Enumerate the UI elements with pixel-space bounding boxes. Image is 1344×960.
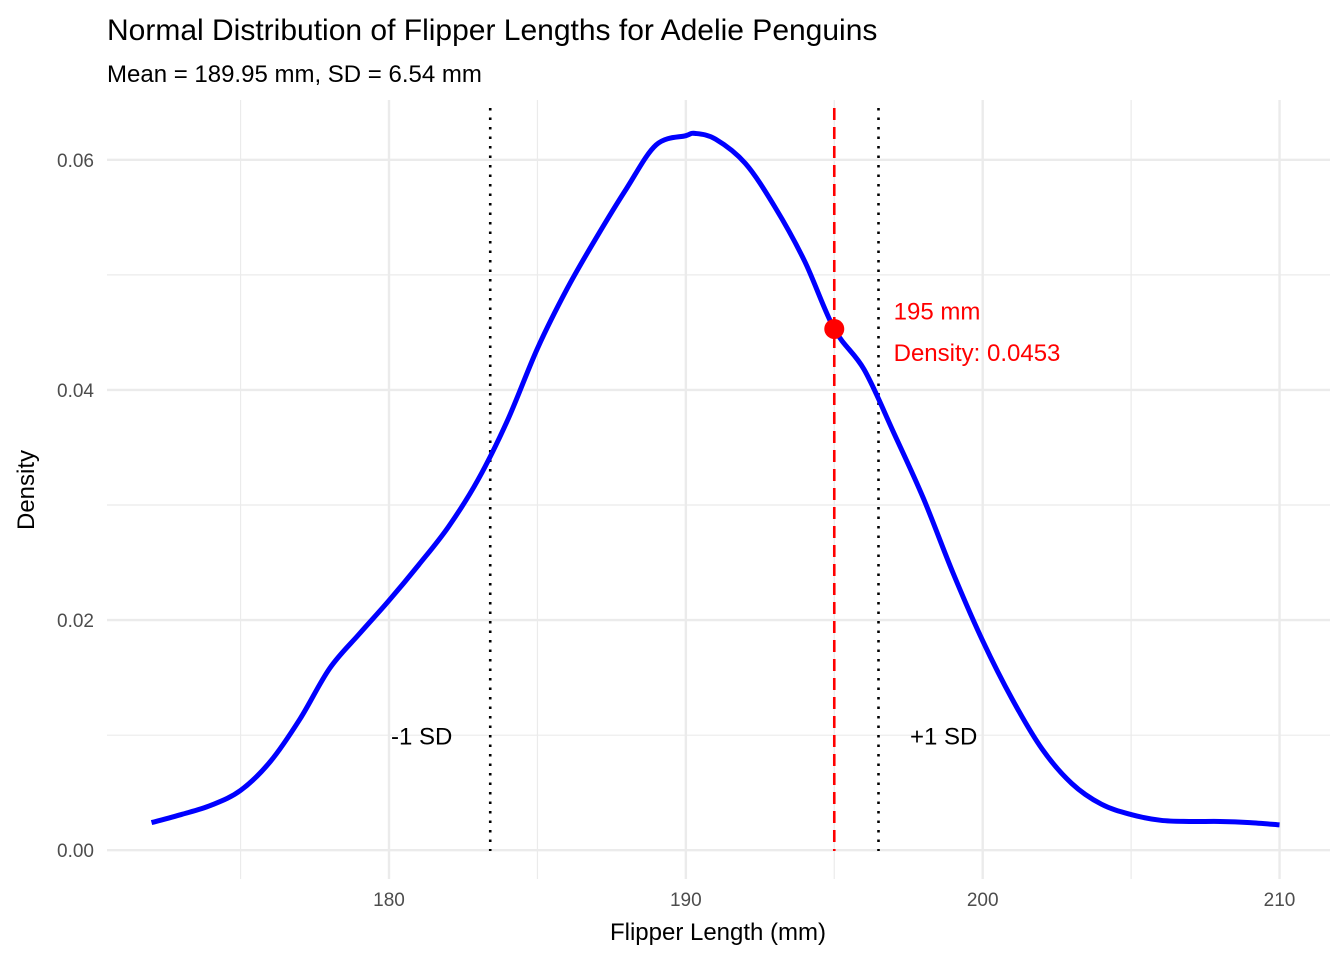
major-gridlines xyxy=(107,100,1330,879)
y-tick-label: 0.00 xyxy=(57,841,94,862)
reference-lines xyxy=(488,108,880,851)
y-tick-label: 0.04 xyxy=(57,381,94,402)
x-tick-label: 200 xyxy=(967,890,999,911)
y-axis-tick-labels: 0.00 0.02 0.04 0.06 xyxy=(57,151,94,862)
x-tick-label: 180 xyxy=(373,890,405,911)
annotation-label: -1 SD xyxy=(391,723,452,750)
highlight-points xyxy=(824,318,845,339)
annotations: -1 SD +1 SD 195 mm Density: 0.0453 xyxy=(391,299,1060,751)
density-curve xyxy=(150,130,1280,828)
chart-subtitle: Mean = 189.95 mm, SD = 6.54 mm xyxy=(107,61,482,88)
annotation-label: 195 mm xyxy=(894,299,981,326)
minor-gridlines xyxy=(107,100,1330,879)
highlight-point xyxy=(824,318,845,339)
plot-panel: -1 SD +1 SD 195 mm Density: 0.0453 xyxy=(107,100,1330,879)
x-tick-label: 190 xyxy=(670,890,702,911)
density-series xyxy=(150,130,1280,828)
y-tick-label: 0.02 xyxy=(57,611,94,632)
x-tick-label: 210 xyxy=(1264,890,1296,911)
chart-title: Normal Distribution of Flipper Lengths f… xyxy=(107,14,877,47)
annotation-label: Density: 0.0453 xyxy=(894,340,1061,367)
y-axis-title: Density xyxy=(13,450,40,530)
x-axis-title: Flipper Length (mm) xyxy=(610,919,826,946)
annotation-label: +1 SD xyxy=(910,723,977,750)
y-tick-label: 0.06 xyxy=(57,151,94,172)
x-axis-tick-labels: 180 190 200 210 xyxy=(373,890,1295,911)
